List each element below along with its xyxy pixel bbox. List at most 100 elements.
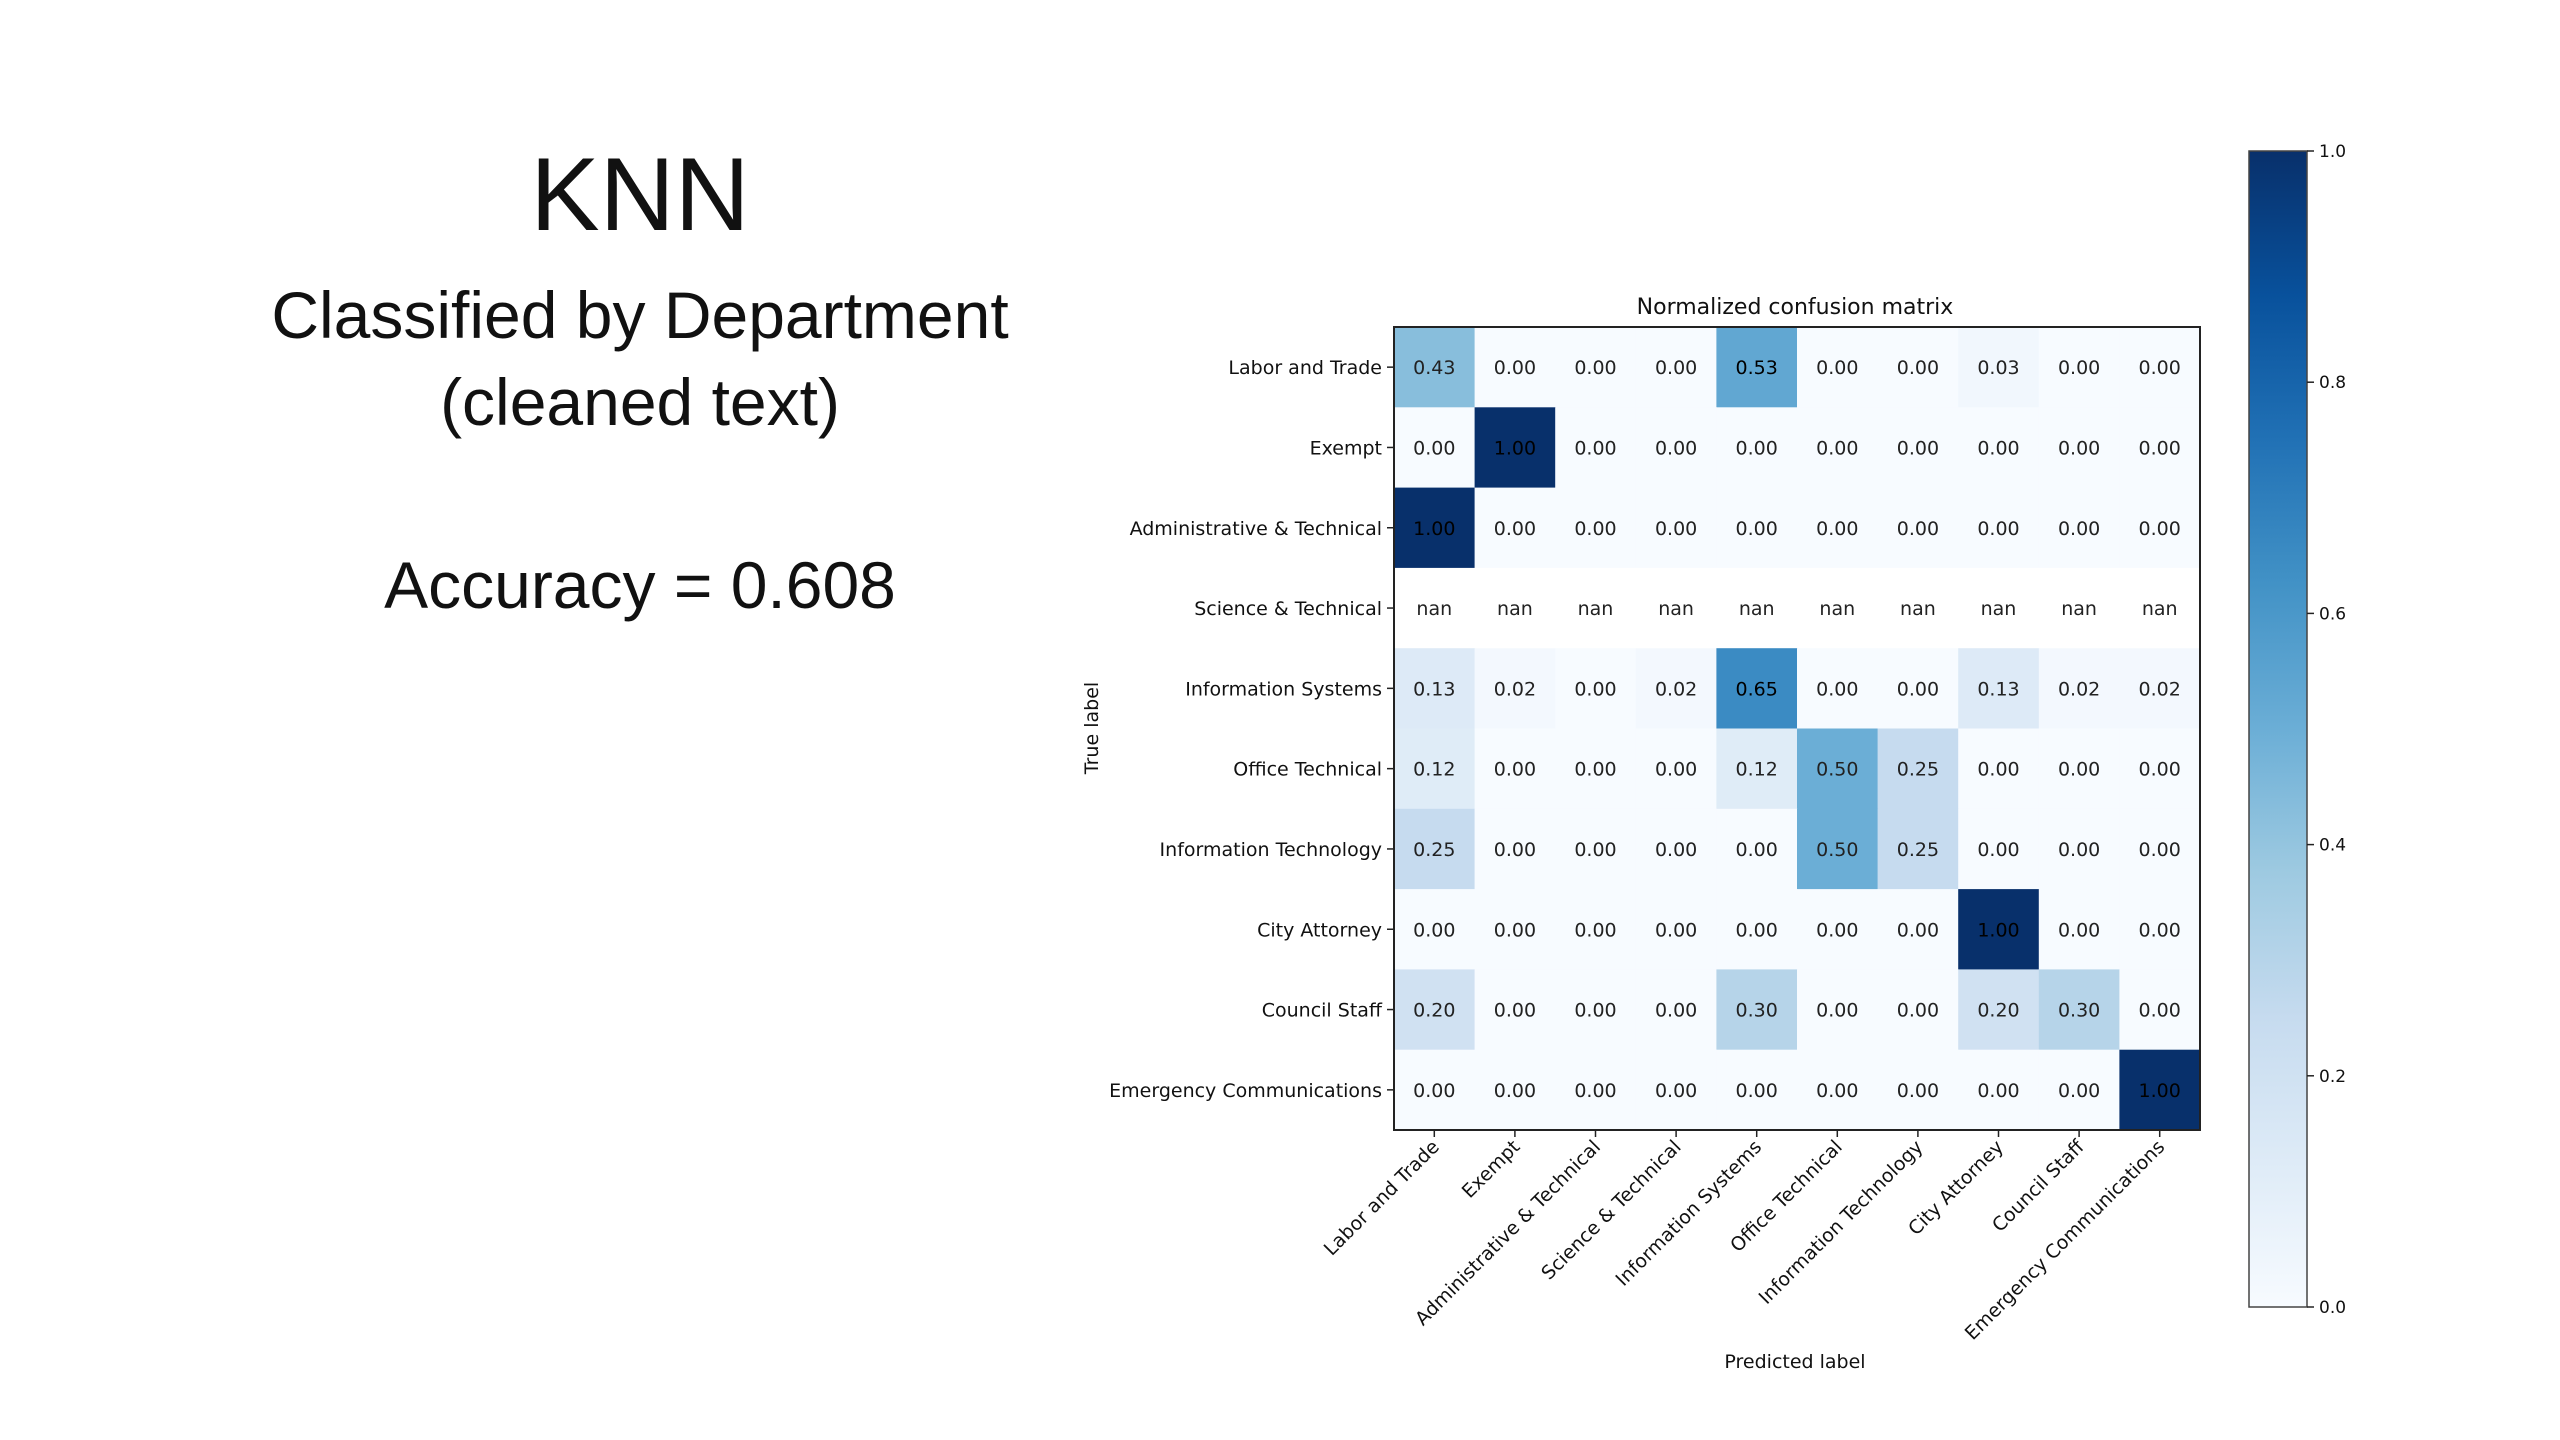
cell-value-label: 0.00 (1897, 518, 1939, 540)
matrix-cell (1394, 648, 1476, 729)
matrix-cell (1474, 407, 1556, 489)
x-tick-label: Information Technology (1755, 1136, 1928, 1309)
matrix-cell (1716, 327, 1798, 408)
cell-value-label: 0.00 (1655, 759, 1697, 781)
colorbar-ticks: 0.0 0.2 0.4 0.6 0.8 1.0 (2307, 142, 2346, 1318)
matrix-cell (2119, 407, 2201, 489)
cell-value-label: 0.00 (1494, 357, 1536, 379)
colorbar-tick-label: 0.6 (2319, 604, 2346, 624)
matrix-cell (2119, 728, 2201, 810)
matrix-cell (1877, 327, 1959, 408)
matrix-cell (2038, 648, 2120, 729)
y-tick-label: Council Staff (1262, 1000, 1383, 1022)
slide-subtitle-line1: Classified by Department (271, 278, 1009, 352)
cell-value-label: 0.00 (1816, 437, 1858, 459)
matrix-cell (2119, 889, 2201, 970)
cell-value-label: 0.12 (1413, 759, 1455, 781)
slide-title: KNN (530, 137, 750, 253)
matrix-cell (1958, 808, 2040, 890)
cell-value-label: 0.00 (1736, 518, 1778, 540)
cell-value-label: 0.00 (1977, 1080, 2019, 1102)
matrix-cell (1635, 407, 1717, 489)
x-tick-label: Labor and Trade (1320, 1136, 1444, 1260)
cell-value-label: 0.00 (1574, 919, 1616, 941)
cell-value-label: nan (1497, 598, 1533, 620)
matrix-cell (1958, 407, 2040, 489)
cell-value-label: 0.00 (1816, 1000, 1858, 1022)
x-tick-label: Science & Technical (1537, 1136, 1685, 1284)
cell-value-label: 0.00 (1574, 1000, 1616, 1022)
matrix-cell (2119, 969, 2201, 1051)
cell-value-label: 0.00 (2139, 919, 2181, 941)
matrix-cell (1635, 487, 1717, 569)
matrix-cell (2038, 487, 2120, 569)
matrix-cell (1716, 567, 1798, 649)
cell-value-label: 0.00 (1574, 759, 1616, 781)
y-tick-label: Office Technical (1233, 759, 1382, 781)
cell-value-label: 0.00 (1574, 1080, 1616, 1102)
matrix-cell (2038, 567, 2120, 649)
cell-value-label: 0.00 (1494, 518, 1536, 540)
cell-value-label: 0.00 (1897, 437, 1939, 459)
matrix-cell (1635, 889, 1717, 970)
cell-value-label: 1.00 (1494, 437, 1536, 459)
cell-value-label: 0.00 (1897, 1000, 1939, 1022)
cell-value-label: 0.00 (1413, 919, 1455, 941)
cell-value-label: 0.00 (1655, 518, 1697, 540)
matrix-cell (1394, 567, 1476, 649)
cell-value-label: 0.00 (1736, 1080, 1778, 1102)
matrix-cell (2119, 1049, 2201, 1131)
colorbar-tick-label: 0.0 (2319, 1298, 2346, 1318)
matrix-cell (1394, 1049, 1476, 1131)
cell-value-label: nan (1416, 598, 1452, 620)
cell-value-label: 0.00 (1494, 839, 1536, 861)
colorbar-tick-label: 0.8 (2319, 373, 2346, 393)
cell-value-label: 0.00 (1816, 357, 1858, 379)
cell-value-label: 0.00 (1655, 1000, 1697, 1022)
y-tick-label: Labor and Trade (1228, 357, 1382, 379)
y-tick-label: City Attorney (1257, 919, 1382, 941)
matrix-cell (1716, 487, 1798, 569)
y-tick-label: Information Technology (1160, 839, 1382, 861)
cell-value-label: 0.00 (2058, 518, 2100, 540)
matrix-cell (1877, 889, 1959, 970)
cell-value-label: 1.00 (1413, 518, 1455, 540)
y-tick-label: Information Systems (1185, 678, 1382, 700)
matrix-cell (1474, 889, 1556, 970)
cell-value-label: 0.02 (1494, 678, 1536, 700)
matrix-cell (1394, 327, 1476, 408)
matrix-cell (1474, 1049, 1556, 1131)
matrix-cell (1958, 648, 2040, 729)
cell-value-label: 0.00 (1977, 437, 2019, 459)
cell-value-label: 0.00 (1494, 1080, 1536, 1102)
matrix-cell (1716, 728, 1798, 810)
matrix-cell (1877, 407, 1959, 489)
matrix-cell (1555, 969, 1637, 1051)
matrix-cell (2038, 808, 2120, 890)
matrix-cell (1635, 648, 1717, 729)
cell-value-label: 0.00 (2058, 437, 2100, 459)
cell-value-label: 0.50 (1816, 759, 1858, 781)
matrix-cell (1958, 969, 2040, 1051)
cell-value-label: 0.00 (1897, 357, 1939, 379)
cell-value-label: 0.13 (1977, 678, 2019, 700)
y-tick-label: Science & Technical (1194, 598, 1382, 620)
matrix-cell (1555, 728, 1637, 810)
cell-value-label: 0.00 (2139, 839, 2181, 861)
cell-value-label: 0.13 (1413, 678, 1455, 700)
accuracy-text: Accuracy = 0.608 (384, 548, 896, 622)
matrix-cell (1716, 648, 1798, 729)
cell-value-label: 0.20 (1413, 1000, 1455, 1022)
matrix-cell (1716, 969, 1798, 1051)
matrix-cell (1958, 567, 2040, 649)
matrix-cell (1716, 889, 1798, 970)
matrix-cell (1716, 808, 1798, 890)
cell-value-label: 0.00 (1977, 759, 2019, 781)
matrix-cell (1877, 808, 1959, 890)
cell-value-label: nan (1739, 598, 1775, 620)
matrix-cell (1474, 487, 1556, 569)
slide-subtitle-line2: (cleaned text) (440, 365, 840, 439)
cell-value-label: 0.00 (1574, 839, 1616, 861)
matrix-cell (1877, 648, 1959, 729)
cell-value-label: 0.00 (1655, 839, 1697, 861)
